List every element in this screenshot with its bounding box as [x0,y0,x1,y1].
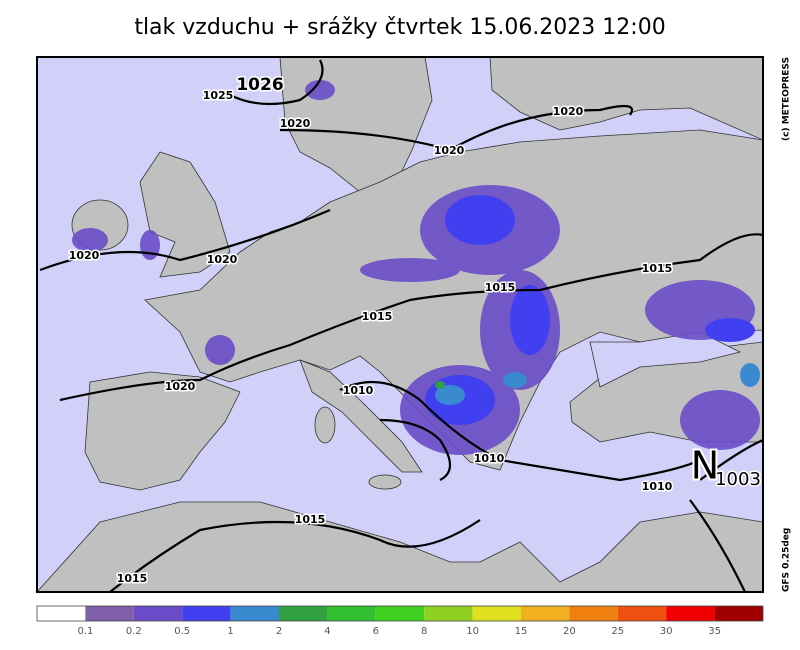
low-pressure-label: 1003 [715,469,761,490]
isobar-label: 1020 [280,117,311,130]
legend-label: 10 [466,626,479,637]
legend-swatch [327,606,376,621]
legend-swatch [279,606,328,621]
isobar-label: 1015 [117,572,148,585]
legend-swatch [569,606,618,621]
legend-swatch [521,606,570,621]
legend-swatch [714,606,763,621]
high-pressure-label: 1026 [236,75,283,95]
isobar-label: 1020 [207,253,238,266]
isobar-label: 1010 [343,384,374,397]
legend-label: 6 [373,626,379,637]
isobar-label: 1015 [362,310,393,323]
legend-label: 1 [227,626,233,637]
map [36,56,764,593]
isobar-label: 1020 [434,144,465,157]
isobar-label: 1025 [203,89,234,102]
legend-label: 35 [708,626,721,637]
map-frame [36,56,764,593]
copyright: (c) METEOPRESS [782,57,792,141]
legend-label: 0.2 [126,626,142,637]
isobar-label: 1020 [553,105,584,118]
legend-swatch [133,606,183,621]
legend-label: 0.1 [77,626,93,637]
legend-swatch [424,606,473,621]
title: tlak vzduchu + srážky čtvrtek 15.06.2023… [134,15,665,40]
legend-swatch [617,606,667,621]
legend-label: 15 [515,626,528,637]
legend-label: 30 [660,626,673,637]
isobar-label: 1010 [642,480,673,493]
isobars [39,59,763,592]
isobar-label: 1015 [485,281,516,294]
isobar-label: 1020 [69,249,100,262]
legend-swatch [182,606,231,621]
legend-swatch [37,606,86,621]
legend-label: 25 [611,626,624,637]
legend-swatch [230,606,279,621]
legend-swatch [375,606,425,621]
legend-frame [36,605,764,622]
model-name: GFS 0.25deg [782,528,792,592]
isobar-label: 1020 [165,380,196,393]
legend-label: 4 [324,626,330,637]
legend-swatch [85,606,134,621]
legend: 0.1 0.2 0.5 1 2 4 6 8 10 15 20 25 30 35 [36,605,764,637]
isobar-label: 1015 [642,262,673,275]
black-sea [589,331,742,388]
low-pressure-symbol: N [691,444,719,488]
isobar-label: 1015 [295,513,326,526]
legend-swatch [666,606,715,621]
legend-label: 8 [421,626,427,637]
legend-label: 2 [276,626,282,637]
legend-label: 0.5 [174,626,190,637]
isobar-label: 1010 [474,452,505,465]
legend-label: 20 [563,626,576,637]
legend-swatch [472,606,521,621]
